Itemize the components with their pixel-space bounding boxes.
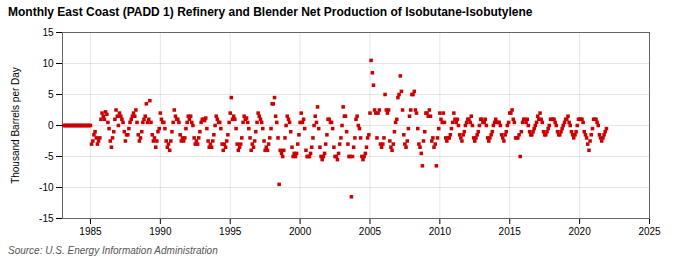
svg-text:2000: 2000 bbox=[289, 226, 312, 237]
svg-text:-5: -5 bbox=[45, 151, 54, 162]
svg-text:1985: 1985 bbox=[79, 226, 102, 237]
svg-text:1990: 1990 bbox=[149, 226, 172, 237]
svg-text:2025: 2025 bbox=[638, 226, 661, 237]
svg-text:15: 15 bbox=[42, 27, 54, 38]
html-text:Source: U.S. Energy Informatio: Source: U.S. Energy Information Administ… bbox=[8, 245, 218, 256]
html-text:Monthly East Coast (PADD 1) Re: Monthly East Coast (PADD 1) Refinery and… bbox=[8, 5, 533, 19]
svg-text:2020: 2020 bbox=[568, 226, 591, 237]
svg-text:-10: -10 bbox=[39, 182, 54, 193]
svg-text:5: 5 bbox=[48, 89, 54, 100]
svg-text:2010: 2010 bbox=[429, 226, 452, 237]
svg-text:0: 0 bbox=[48, 120, 54, 131]
svg-text:Thousand Barrels per Day: Thousand Barrels per Day bbox=[10, 67, 21, 184]
svg-text:2015: 2015 bbox=[499, 226, 522, 237]
svg-text:-15: -15 bbox=[39, 213, 54, 224]
svg-text:1995: 1995 bbox=[219, 226, 242, 237]
svg-text:2005: 2005 bbox=[359, 226, 382, 237]
svg-text:10: 10 bbox=[42, 58, 54, 69]
